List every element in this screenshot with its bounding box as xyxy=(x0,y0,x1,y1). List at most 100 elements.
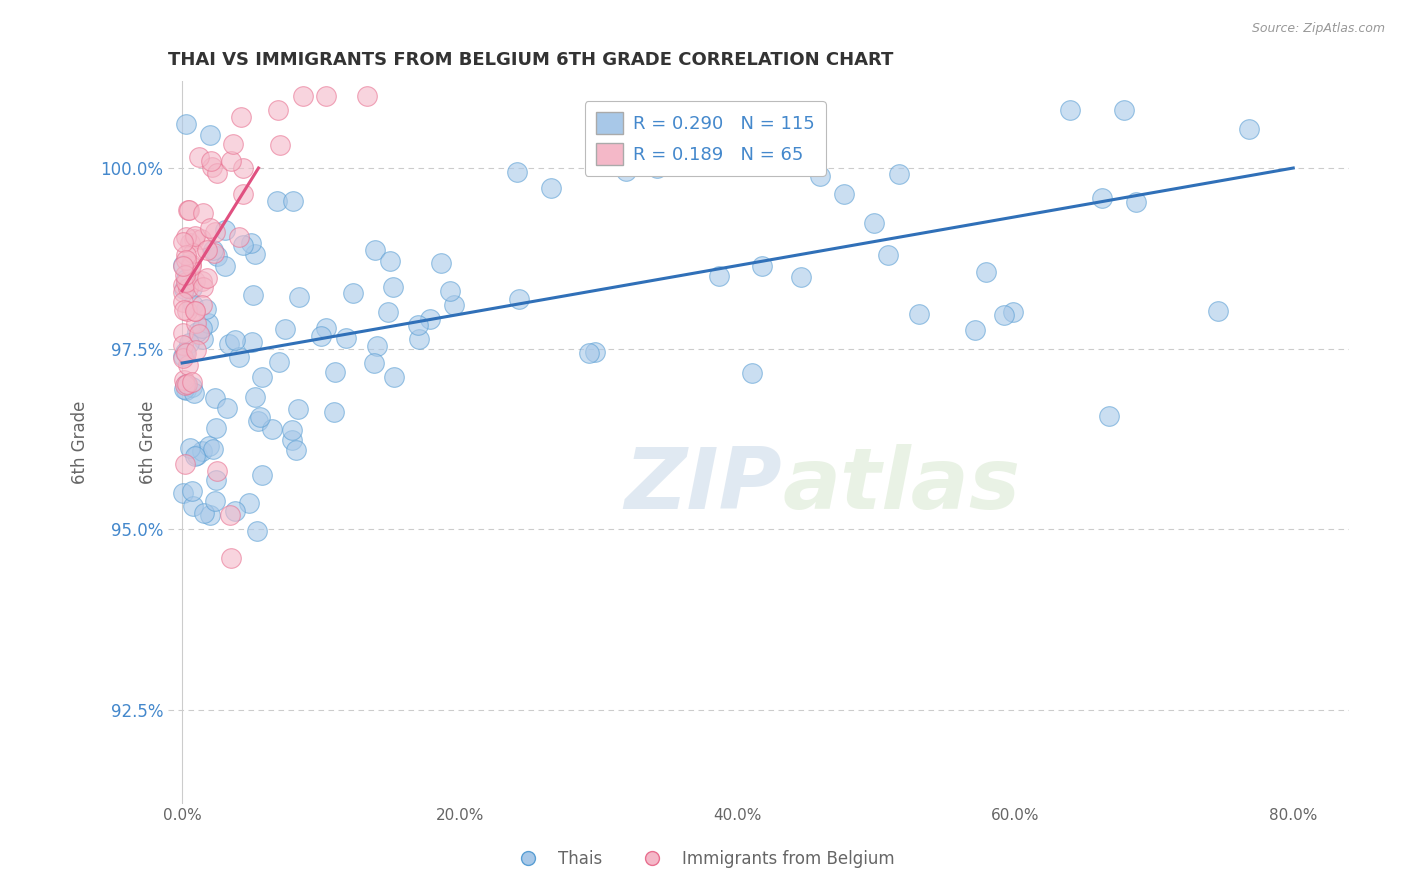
Point xyxy=(191,444,214,458)
Point xyxy=(173,373,195,387)
Point xyxy=(323,365,346,379)
Y-axis label: 6th Grade: 6th Grade xyxy=(72,401,89,484)
Point xyxy=(200,508,222,523)
Point xyxy=(183,274,205,288)
Point xyxy=(229,110,252,124)
Point xyxy=(245,391,267,405)
Point xyxy=(183,304,205,318)
Point xyxy=(194,301,217,316)
Point xyxy=(645,161,668,175)
Point xyxy=(172,285,194,300)
Point xyxy=(377,305,399,319)
Point xyxy=(269,138,291,153)
Point xyxy=(191,297,214,311)
Point xyxy=(193,206,215,220)
Point xyxy=(180,257,202,271)
Point xyxy=(176,202,198,217)
Text: ZIP: ZIP xyxy=(624,444,782,527)
Point xyxy=(174,248,197,262)
Point xyxy=(174,378,197,392)
Point xyxy=(221,551,243,566)
Point xyxy=(232,186,254,201)
Point xyxy=(751,259,773,273)
Point xyxy=(309,329,332,343)
Point xyxy=(201,160,224,174)
Point xyxy=(578,346,600,360)
Point xyxy=(266,103,288,118)
Point xyxy=(281,194,304,208)
Point xyxy=(583,344,606,359)
Point xyxy=(204,473,226,487)
Point xyxy=(876,248,898,262)
Point xyxy=(281,424,304,438)
Text: THAI VS IMMIGRANTS FROM BELGIUM 6TH GRADE CORRELATION CHART: THAI VS IMMIGRANTS FROM BELGIUM 6TH GRAD… xyxy=(169,51,894,69)
Point xyxy=(228,350,250,364)
Point xyxy=(174,230,197,244)
Point xyxy=(202,246,225,260)
Point xyxy=(218,337,240,351)
Point xyxy=(408,333,430,347)
Point xyxy=(366,339,388,353)
Point xyxy=(335,331,357,345)
Point xyxy=(1001,305,1024,319)
Point xyxy=(204,493,226,508)
Point xyxy=(174,384,197,398)
Point xyxy=(429,256,451,270)
Point xyxy=(181,375,204,389)
Point xyxy=(1237,122,1260,136)
Point xyxy=(176,304,198,318)
Point xyxy=(887,167,910,181)
Point xyxy=(274,322,297,336)
Point xyxy=(382,370,405,384)
Point xyxy=(243,246,266,260)
Point xyxy=(181,298,204,312)
Point xyxy=(591,137,613,152)
Point xyxy=(183,232,205,246)
Point xyxy=(204,226,226,240)
Point xyxy=(419,312,441,326)
Point xyxy=(180,259,202,273)
Point xyxy=(191,332,214,346)
Point xyxy=(382,280,405,294)
Point xyxy=(184,343,207,358)
Point xyxy=(173,349,195,363)
Point xyxy=(224,333,246,347)
Y-axis label: 6th Grade: 6th Grade xyxy=(139,401,157,484)
Point xyxy=(342,285,364,300)
Point xyxy=(191,321,214,335)
Point xyxy=(193,506,215,520)
Point xyxy=(191,275,214,289)
Point xyxy=(173,383,195,397)
Point xyxy=(180,484,202,499)
Point xyxy=(240,334,263,349)
Point xyxy=(187,150,209,164)
Point xyxy=(315,88,337,103)
Point xyxy=(287,290,309,304)
Point xyxy=(250,369,273,384)
Point xyxy=(202,243,225,257)
Point xyxy=(443,298,465,312)
Point xyxy=(506,165,529,179)
Point xyxy=(186,448,208,462)
Legend: R = 0.290   N = 115, R = 0.189   N = 65: R = 0.290 N = 115, R = 0.189 N = 65 xyxy=(585,101,827,176)
Point xyxy=(380,254,402,268)
Point xyxy=(200,220,222,235)
Point xyxy=(174,268,197,282)
Point xyxy=(195,244,218,258)
Point xyxy=(183,386,205,401)
Point xyxy=(269,355,291,369)
Point xyxy=(179,235,201,250)
Point xyxy=(204,391,226,405)
Point xyxy=(908,307,931,321)
Point xyxy=(177,203,200,218)
Point xyxy=(707,269,730,284)
Point xyxy=(741,366,763,380)
Point xyxy=(1112,103,1135,118)
Point xyxy=(204,421,226,435)
Point xyxy=(508,292,530,306)
Point xyxy=(1098,409,1121,423)
Point xyxy=(356,88,378,103)
Point xyxy=(790,270,813,285)
Point xyxy=(1091,191,1114,205)
Point xyxy=(174,117,197,131)
